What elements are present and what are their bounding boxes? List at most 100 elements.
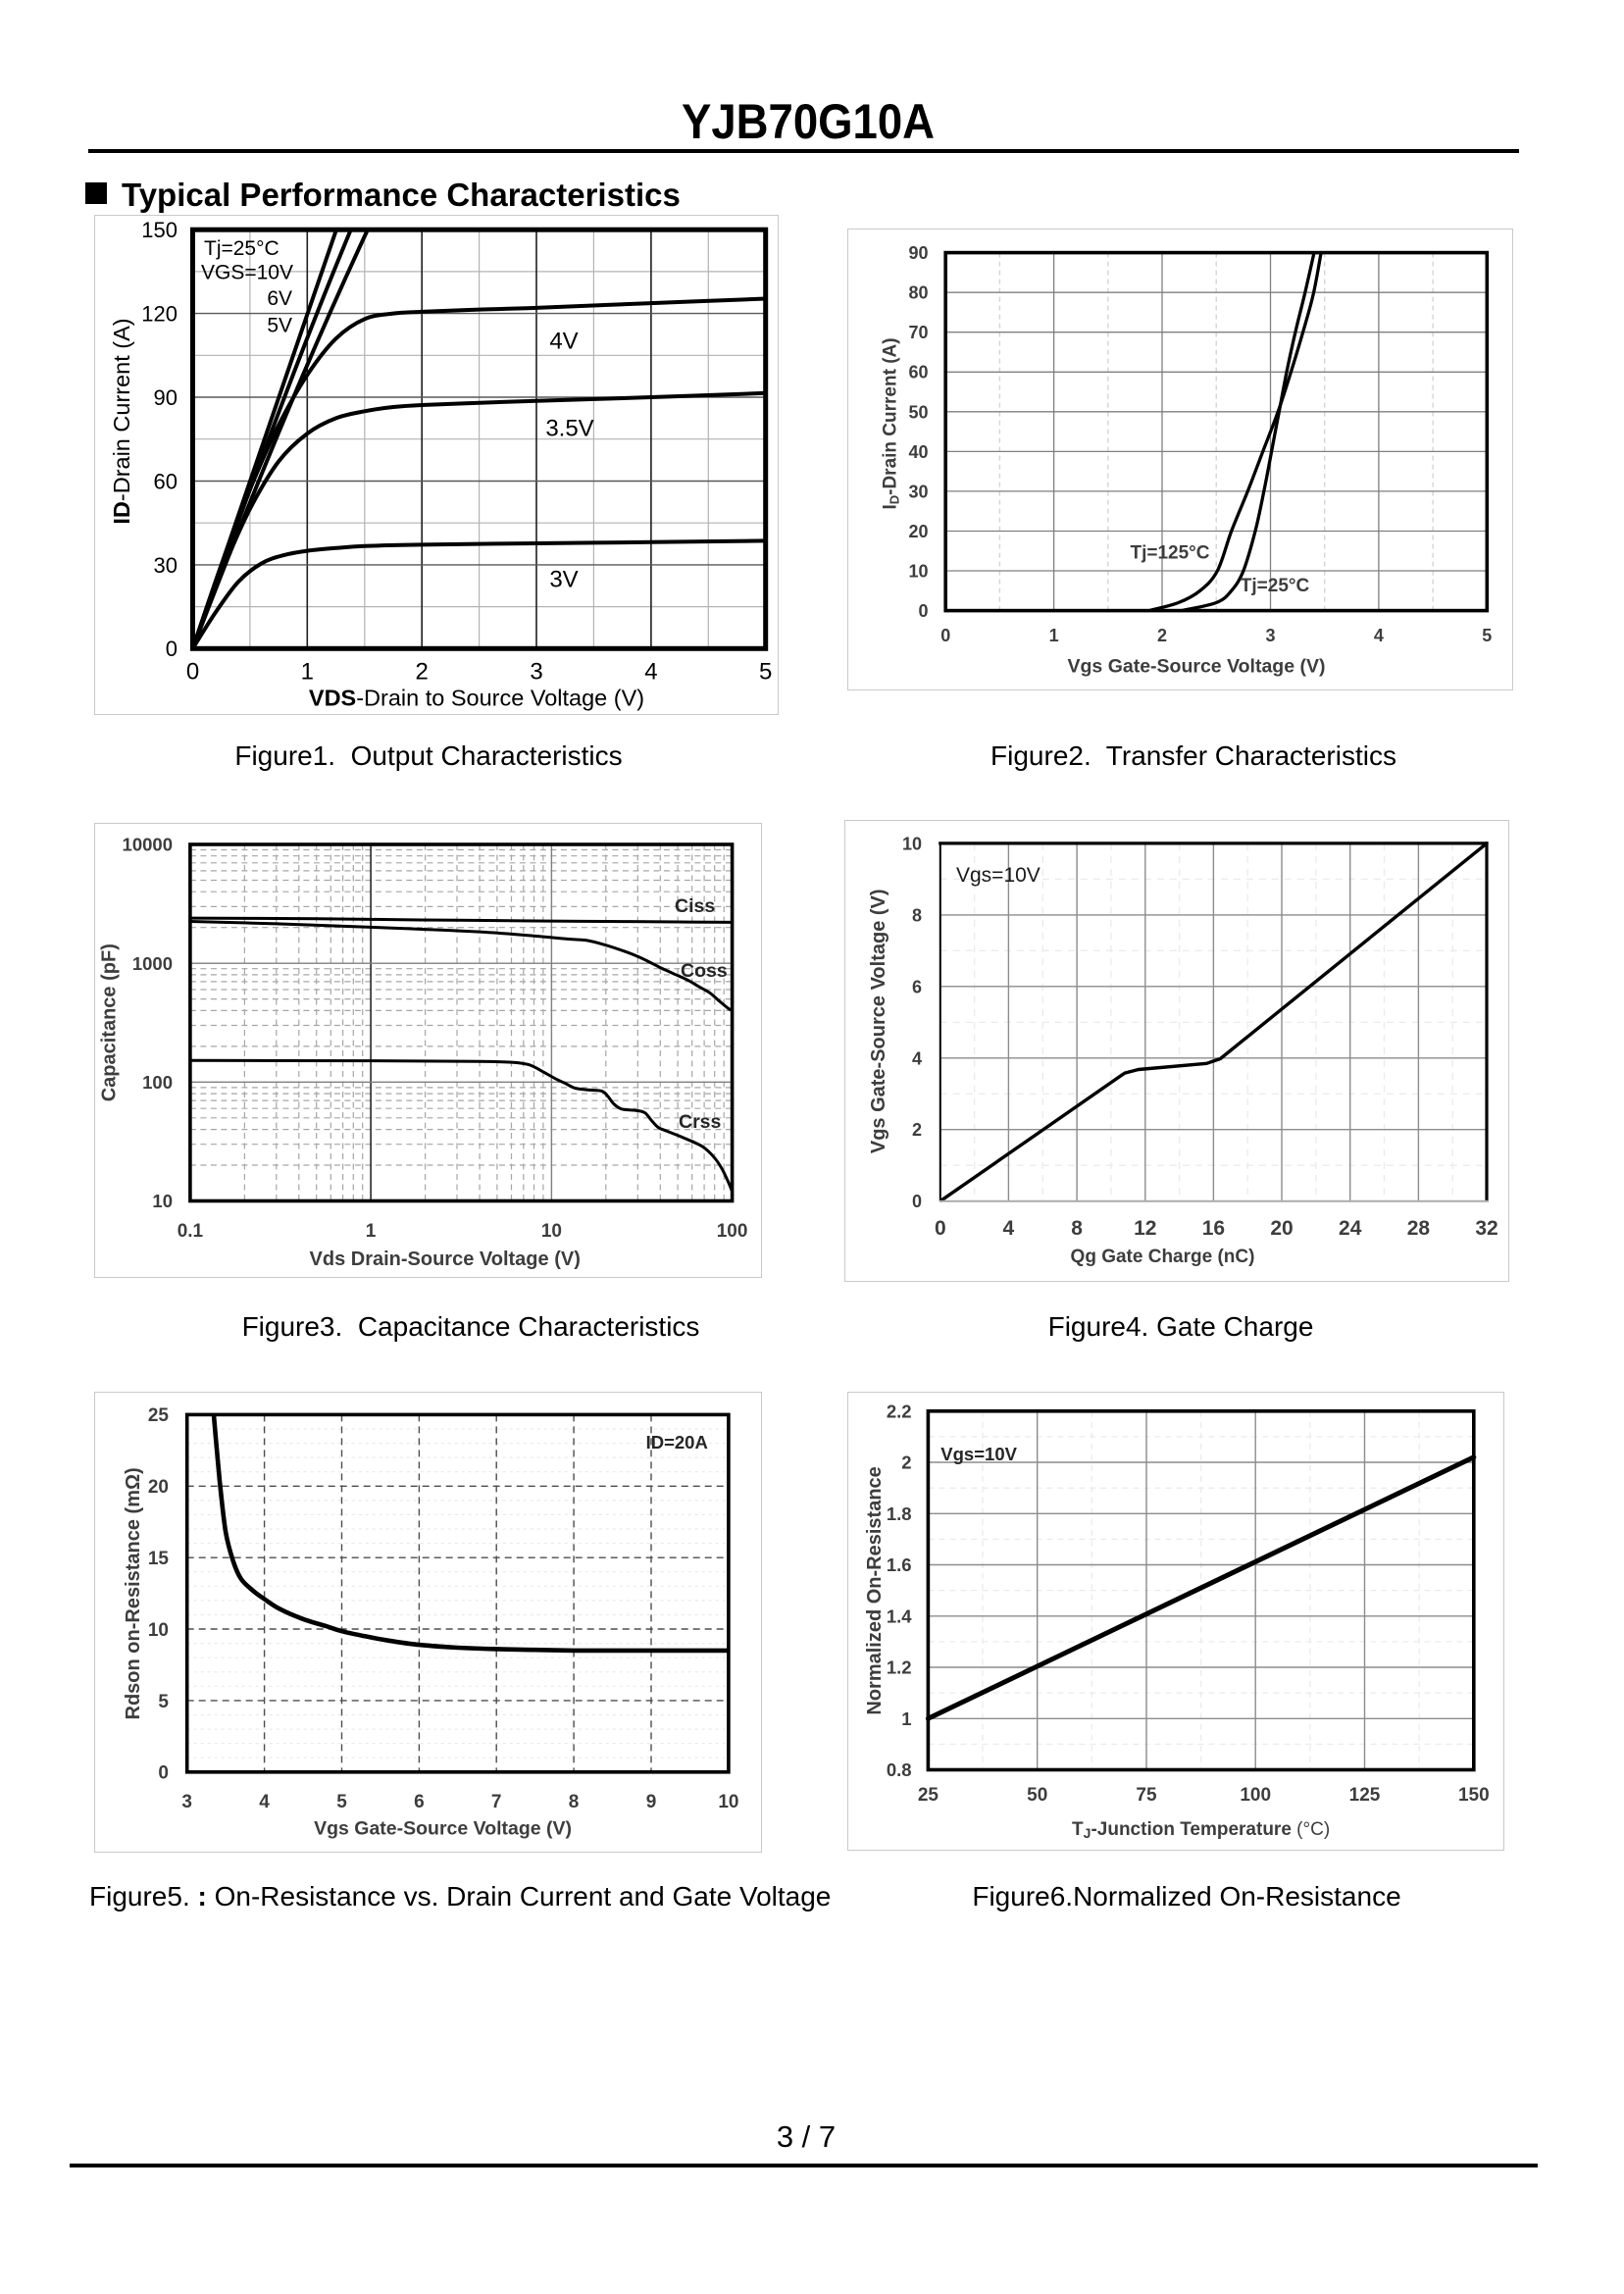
svg-text:Normalized On-Resistance: Normalized On-Resistance [864, 1466, 886, 1714]
svg-text:Crss: Crss [679, 1111, 722, 1133]
svg-text:2: 2 [416, 659, 429, 686]
svg-text:6V: 6V [267, 287, 292, 310]
svg-text:4: 4 [1374, 626, 1384, 645]
svg-text:40: 40 [908, 442, 928, 462]
svg-text:TJ-Junction Temperature (°C): TJ-Junction Temperature (°C) [1072, 1819, 1330, 1841]
svg-text:0: 0 [186, 659, 199, 686]
svg-text:ID-Drain Current (A): ID-Drain Current (A) [880, 337, 901, 509]
svg-text:7: 7 [491, 1792, 502, 1812]
svg-text:1.2: 1.2 [887, 1657, 912, 1678]
svg-text:Vds Drain-Source Voltage (V): Vds Drain-Source Voltage (V) [310, 1249, 581, 1270]
svg-text:VDS-Drain to Source Voltage (V: VDS-Drain to Source Voltage (V) [309, 686, 644, 711]
svg-text:2: 2 [901, 1453, 911, 1473]
svg-text:32: 32 [1475, 1217, 1497, 1240]
svg-text:5: 5 [759, 659, 772, 686]
svg-text:1.6: 1.6 [887, 1555, 912, 1575]
svg-text:Vgs=10V: Vgs=10V [940, 1444, 1017, 1464]
svg-text:Vgs Gate-Source Voltage (V): Vgs Gate-Source Voltage (V) [314, 1818, 572, 1840]
svg-text:100: 100 [717, 1221, 748, 1242]
svg-text:25: 25 [918, 1785, 939, 1806]
svg-text:Tj=25°C: Tj=25°C [1241, 576, 1310, 596]
svg-text:50: 50 [908, 402, 928, 422]
svg-text:90: 90 [154, 385, 178, 410]
svg-text:Vgs Gate-Source Voltage (V): Vgs Gate-Source Voltage (V) [868, 889, 889, 1153]
svg-text:ID=20A: ID=20A [646, 1432, 708, 1453]
svg-text:60: 60 [154, 469, 178, 493]
svg-text:8: 8 [912, 905, 922, 925]
svg-text:Vgs Gate-Source Voltage (V): Vgs Gate-Source Voltage (V) [1068, 656, 1326, 678]
svg-text:16: 16 [1202, 1217, 1225, 1240]
svg-text:4: 4 [644, 659, 657, 686]
svg-text:30: 30 [908, 482, 928, 501]
svg-text:Ciss: Ciss [675, 895, 715, 917]
svg-text:0: 0 [940, 626, 950, 645]
svg-text:Capacitance (pF): Capacitance (pF) [99, 943, 121, 1101]
svg-text:70: 70 [908, 323, 928, 342]
svg-text:3V: 3V [549, 567, 578, 593]
svg-text:Tj=25°C: Tj=25°C [204, 237, 279, 260]
svg-text:5: 5 [158, 1692, 169, 1712]
svg-text:3: 3 [181, 1792, 192, 1812]
svg-text:10000: 10000 [123, 835, 173, 855]
svg-text:0: 0 [935, 1217, 946, 1240]
svg-text:6: 6 [912, 977, 922, 996]
svg-text:3.5V: 3.5V [545, 416, 593, 442]
svg-text:ID-Drain Current (A): ID-Drain Current (A) [109, 318, 134, 524]
svg-text:100: 100 [1240, 1785, 1271, 1806]
svg-text:Qg Gate Charge (nC): Qg Gate Charge (nC) [1071, 1247, 1255, 1267]
svg-text:2: 2 [912, 1120, 922, 1140]
svg-text:80: 80 [908, 283, 928, 303]
svg-text:5: 5 [1482, 626, 1492, 645]
svg-text:0: 0 [158, 1763, 169, 1784]
svg-text:28: 28 [1407, 1217, 1431, 1240]
svg-text:0.1: 0.1 [178, 1221, 204, 1242]
svg-text:5V: 5V [267, 315, 292, 337]
svg-text:24: 24 [1339, 1217, 1362, 1240]
svg-text:50: 50 [1027, 1785, 1047, 1806]
svg-text:8: 8 [569, 1792, 580, 1812]
svg-text:2.2: 2.2 [887, 1402, 912, 1422]
svg-text:1.4: 1.4 [887, 1606, 912, 1626]
svg-text:1: 1 [301, 659, 314, 686]
svg-text:5: 5 [336, 1792, 347, 1812]
svg-text:8: 8 [1071, 1217, 1083, 1240]
svg-text:1: 1 [1049, 626, 1059, 645]
svg-text:90: 90 [908, 243, 928, 263]
svg-text:60: 60 [908, 363, 928, 382]
svg-text:0: 0 [918, 601, 928, 621]
svg-text:Tj=125°C: Tj=125°C [1130, 543, 1209, 564]
svg-text:20: 20 [1270, 1217, 1293, 1240]
svg-text:0: 0 [912, 1192, 922, 1211]
svg-text:Rdson on-Resistance (mΩ): Rdson on-Resistance (mΩ) [123, 1467, 144, 1719]
svg-text:100: 100 [142, 1072, 173, 1093]
svg-text:0.8: 0.8 [887, 1759, 912, 1780]
svg-text:10: 10 [152, 1191, 173, 1211]
svg-text:Vgs=10V: Vgs=10V [956, 864, 1040, 887]
svg-text:1: 1 [901, 1708, 911, 1729]
svg-text:10: 10 [541, 1221, 562, 1242]
svg-text:150: 150 [141, 218, 178, 242]
svg-text:0: 0 [166, 637, 178, 661]
svg-text:Coss: Coss [681, 960, 728, 982]
svg-text:3: 3 [530, 659, 542, 686]
svg-text:15: 15 [148, 1549, 170, 1569]
svg-text:VGS=10V: VGS=10V [201, 262, 293, 284]
svg-text:75: 75 [1136, 1785, 1157, 1806]
svg-text:12: 12 [1134, 1217, 1156, 1240]
svg-text:9: 9 [646, 1792, 657, 1812]
svg-text:30: 30 [154, 553, 178, 578]
svg-text:150: 150 [1458, 1785, 1490, 1806]
svg-text:1000: 1000 [132, 953, 173, 974]
svg-text:125: 125 [1349, 1785, 1381, 1806]
svg-text:4: 4 [259, 1792, 270, 1812]
svg-text:10: 10 [718, 1792, 738, 1812]
svg-text:10: 10 [908, 562, 928, 582]
svg-text:20: 20 [148, 1477, 169, 1498]
svg-text:4: 4 [912, 1048, 922, 1068]
svg-text:20: 20 [908, 522, 928, 541]
svg-text:25: 25 [148, 1405, 170, 1426]
svg-text:6: 6 [414, 1792, 425, 1812]
svg-text:10: 10 [902, 834, 922, 853]
svg-text:4: 4 [1003, 1217, 1015, 1240]
svg-text:3: 3 [1265, 626, 1275, 645]
